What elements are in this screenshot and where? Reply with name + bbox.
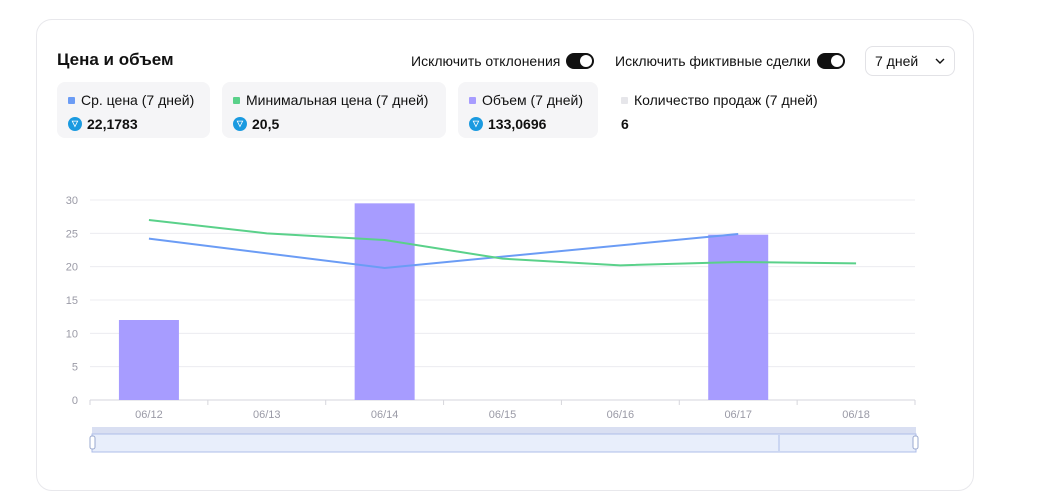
card-title: Цена и объем: [57, 50, 174, 69]
stat-label: Количество продаж (7 дней): [634, 92, 818, 108]
exclude-outliers-toggle[interactable]: [566, 53, 595, 69]
stat-min-price: Минимальная цена (7 дней) ▽ 20,5: [222, 82, 446, 138]
stat-value: 20,5: [252, 116, 280, 132]
ton-icon: ▽: [469, 117, 483, 131]
period-select[interactable]: 7 дней: [865, 46, 955, 76]
range-slider-top: [92, 427, 916, 434]
y-tick-label: 15: [66, 295, 78, 307]
y-tick-label: 25: [66, 228, 78, 240]
volume-bar: [354, 203, 415, 400]
stat-value: 22,1783: [87, 116, 138, 132]
y-tick-label: 0: [72, 395, 78, 407]
price-volume-card: Цена и объем Исключить отклонения Исключ…: [36, 19, 974, 491]
stat-label: Ср. цена (7 дней): [81, 92, 195, 108]
stat-label: Минимальная цена (7 дней): [246, 92, 429, 108]
x-tick-label: 06/16: [607, 409, 635, 421]
stats-row: Ср. цена (7 дней) ▽ 22,1783 Минимальная ц…: [57, 82, 836, 138]
series-line: [148, 233, 739, 270]
x-tick-label: 06/17: [724, 409, 752, 421]
y-tick-label: 20: [66, 262, 78, 274]
stat-value: 133,0696: [488, 116, 547, 132]
ton-icon: ▽: [233, 117, 247, 131]
toggle-knob: [580, 55, 593, 67]
legend-swatch: [68, 96, 75, 104]
stat-avg-price: Ср. цена (7 дней) ▽ 22,1783: [57, 82, 210, 138]
x-tick-label: 06/18: [842, 409, 870, 421]
x-tick-label: 06/12: [135, 409, 163, 421]
y-tick-label: 5: [72, 362, 78, 374]
series-line: [148, 219, 857, 267]
exclude-outliers-group: Исключить отклонения: [411, 53, 595, 69]
legend-swatch: [233, 96, 240, 104]
exclude-fake-label: Исключить фиктивные сделки: [615, 53, 811, 69]
stat-volume: Объем (7 дней) ▽ 133,0696: [458, 82, 598, 138]
range-slider-right-handle[interactable]: [912, 435, 919, 450]
exclude-fake-group: Исключить фиктивные сделки: [615, 53, 845, 69]
stat-sales-count: Количество продаж (7 дней) 6: [610, 82, 836, 138]
legend-swatch: [621, 96, 628, 104]
stat-value: 6: [621, 116, 629, 132]
x-tick-label: 06/14: [371, 409, 399, 421]
toggle-knob: [830, 55, 843, 67]
period-select-value: 7 дней: [875, 53, 919, 69]
volume-bar: [118, 320, 179, 400]
volume-bar: [708, 234, 769, 400]
ton-icon: ▽: [68, 117, 82, 131]
x-tick-label: 06/15: [489, 409, 517, 421]
chevron-down-icon: [935, 58, 945, 64]
y-tick-label: 30: [66, 195, 78, 207]
range-slider-left-handle[interactable]: [89, 435, 96, 450]
x-tick-label: 06/13: [253, 409, 281, 421]
range-slider-track[interactable]: [91, 433, 917, 453]
y-tick-label: 10: [66, 328, 78, 340]
exclude-outliers-label: Исключить отклонения: [411, 53, 561, 69]
legend-swatch: [469, 96, 476, 104]
exclude-fake-toggle[interactable]: [816, 53, 845, 69]
stat-label: Объем (7 дней): [482, 92, 584, 108]
